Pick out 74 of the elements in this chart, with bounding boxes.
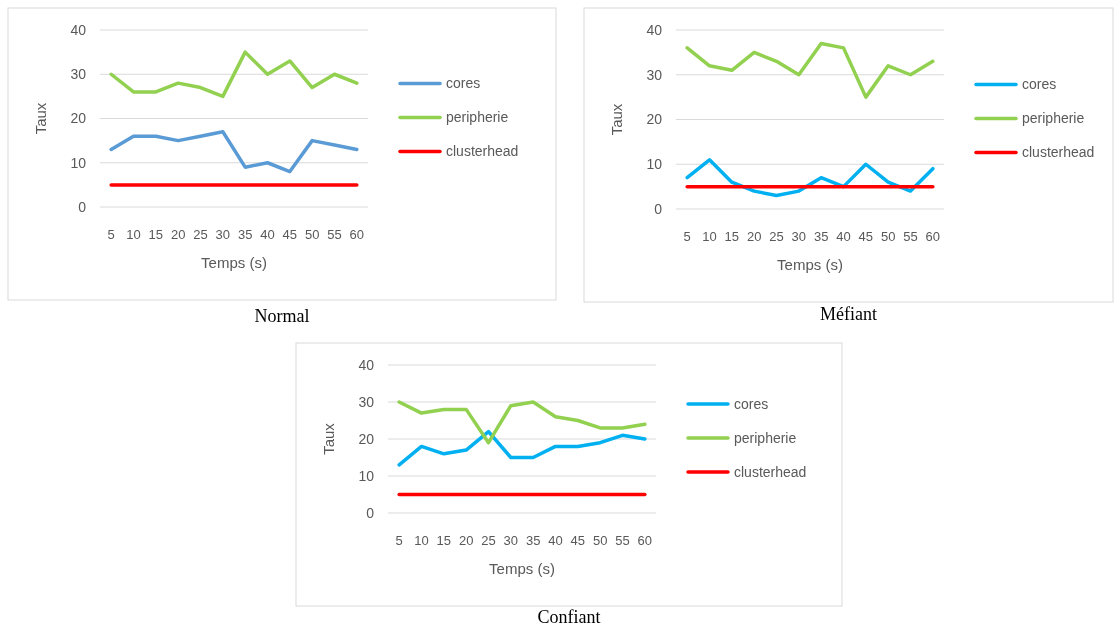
x-tick-label: 15 [148, 227, 164, 242]
legend-label: clusterhead [734, 463, 807, 480]
x-tick-label: 25 [769, 229, 784, 244]
x-tick-label: 25 [481, 533, 496, 548]
line-series [109, 130, 359, 174]
y-axis-title: Taux [608, 103, 625, 136]
x-tick-label: 60 [925, 229, 941, 244]
x-tick-label: 45 [858, 229, 874, 244]
x-tick-label: 15 [436, 533, 452, 548]
line-series [109, 50, 359, 99]
x-tick-label: 55 [903, 229, 918, 244]
text: Normal [254, 306, 310, 326]
x-tick-label: 40 [260, 227, 275, 242]
legend-label: cores [1022, 76, 1057, 93]
x-tick-label: 40 [836, 229, 851, 244]
x-tick-label: 55 [327, 227, 342, 242]
y-tick-label: 30 [70, 66, 87, 83]
text: Méfiant [820, 304, 877, 324]
y-tick-label: 30 [358, 393, 375, 410]
x-tick-label: 35 [237, 227, 253, 242]
y-tick-label: 10 [646, 156, 663, 173]
y-tick-label: 10 [358, 467, 375, 484]
x-tick-label: 10 [126, 227, 141, 242]
x-tick-label: 20 [170, 227, 186, 242]
y-tick-label: 20 [358, 430, 375, 447]
legend-label: cores [734, 395, 769, 412]
y-tick-label: 40 [646, 21, 663, 38]
x-axis-title: Temps (s) [201, 254, 267, 271]
x-tick-label: 50 [592, 533, 608, 548]
legend-label: peripherie [1022, 110, 1085, 127]
x-axis-title: Temps (s) [777, 256, 843, 273]
x-tick-label: 35 [813, 229, 829, 244]
x-tick-label: 30 [503, 533, 519, 548]
x-tick-label: 45 [282, 227, 298, 242]
line-series [685, 41, 935, 99]
legend-label: clusterhead [1022, 144, 1095, 161]
x-tick-label: 30 [215, 227, 231, 242]
x-tick-label: 5 [683, 229, 691, 244]
y-tick-label: 20 [646, 111, 663, 128]
x-tick-label: 60 [637, 533, 653, 548]
y-tick-label: 20 [70, 110, 87, 127]
x-tick-label: 20 [746, 229, 762, 244]
text: Confiant [537, 607, 601, 627]
y-axis-title: Taux [320, 422, 337, 455]
x-tick-label: 35 [525, 533, 541, 548]
legend-label: peripherie [446, 109, 509, 126]
x-tick-label: 50 [880, 229, 896, 244]
x-tick-label: 55 [615, 533, 630, 548]
line-series [397, 429, 647, 467]
y-tick-label: 0 [366, 504, 375, 521]
x-tick-label: 10 [414, 533, 429, 548]
y-tick-label: 30 [646, 66, 663, 83]
x-tick-label: 60 [349, 227, 365, 242]
y-tick-label: 10 [70, 154, 87, 171]
x-tick-label: 15 [724, 229, 740, 244]
y-axis-title: Taux [32, 102, 49, 135]
x-tick-label: 45 [570, 533, 586, 548]
y-tick-label: 40 [70, 21, 87, 38]
legend-label: peripherie [734, 429, 797, 446]
y-tick-label: 0 [654, 200, 663, 217]
legend-label: cores [446, 75, 481, 92]
x-tick-label: 40 [548, 533, 563, 548]
x-tick-label: 10 [702, 229, 717, 244]
y-tick-label: 40 [358, 356, 375, 373]
x-tick-label: 25 [193, 227, 208, 242]
line-series [397, 400, 647, 445]
x-tick-label: 5 [107, 227, 115, 242]
x-tick-label: 5 [395, 533, 403, 548]
legend-label: clusterhead [446, 143, 519, 160]
y-tick-label: 0 [78, 198, 87, 215]
x-tick-label: 50 [304, 227, 320, 242]
x-axis-title: Temps (s) [489, 560, 555, 577]
x-tick-label: 30 [791, 229, 807, 244]
x-tick-label: 20 [458, 533, 474, 548]
